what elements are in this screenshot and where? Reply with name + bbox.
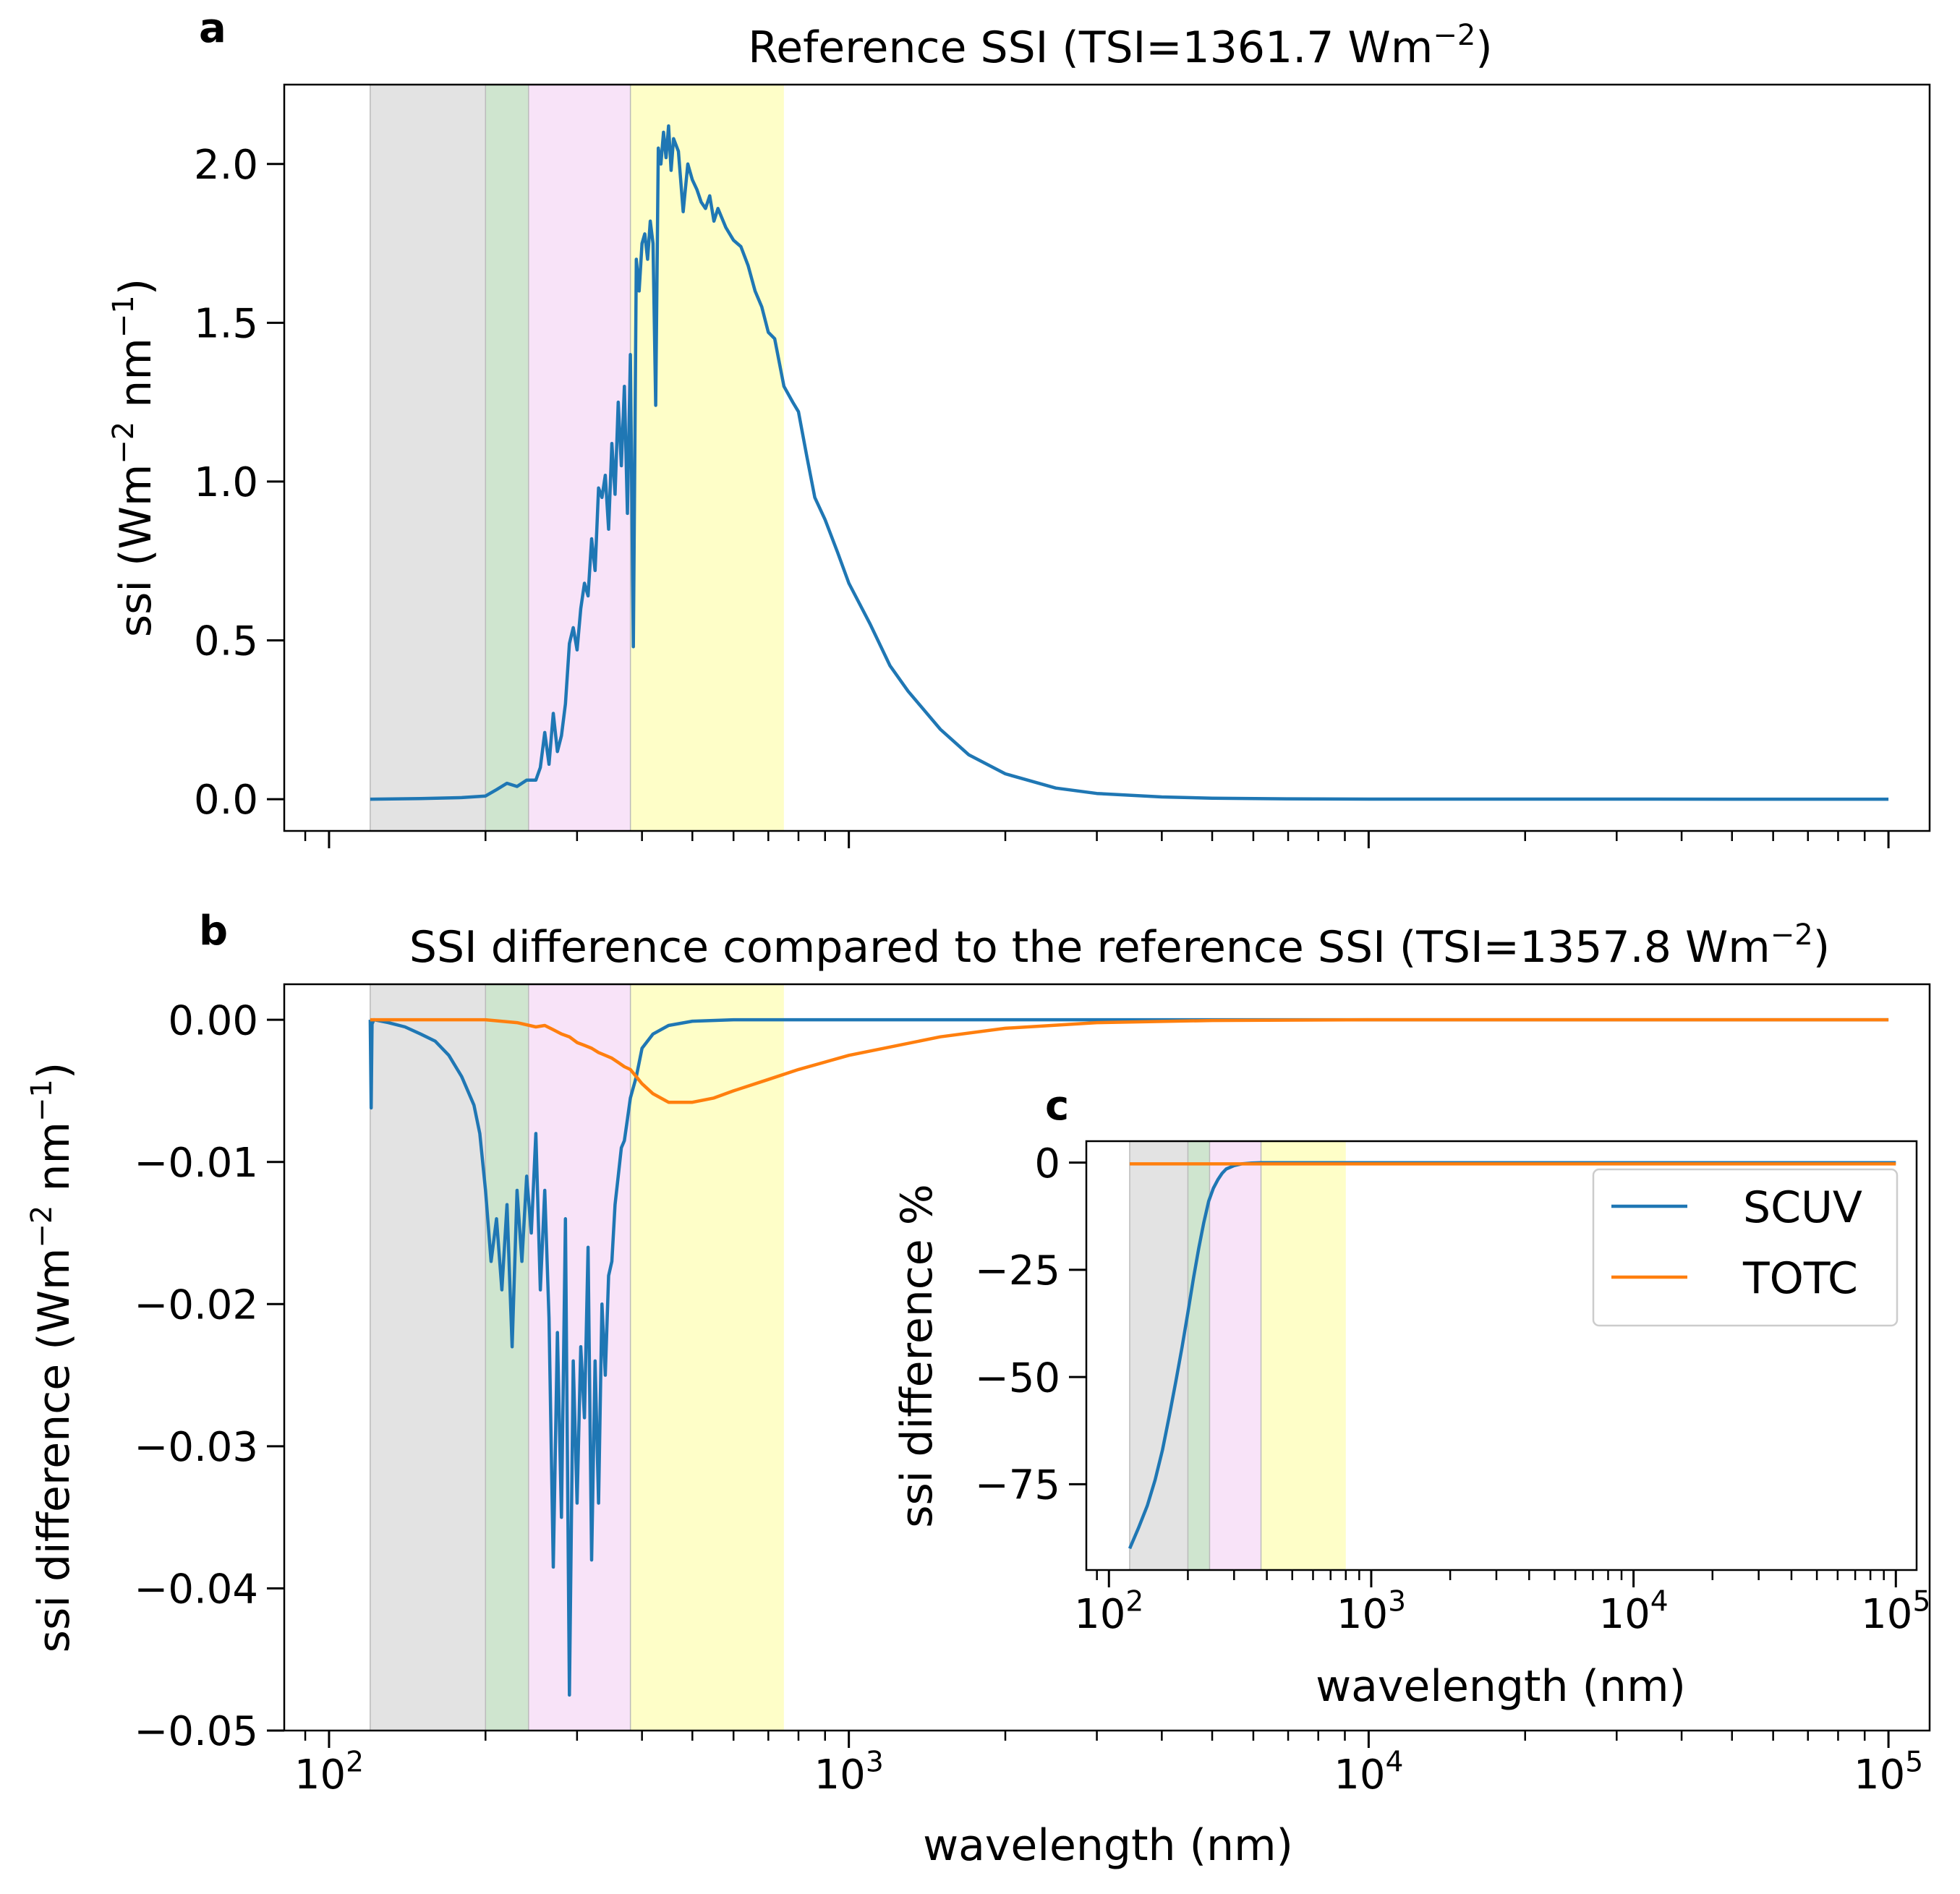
panel-b-y-tick-label: −0.01 (134, 1140, 258, 1187)
panel-b-y-tick-label: 0.00 (168, 997, 258, 1044)
panel-a-band-0 (370, 85, 486, 831)
panel-c-x-tick-label: 103 (1337, 1585, 1406, 1638)
panel-a-x-ticks (304, 831, 1890, 848)
panel-c-bands (1129, 1141, 1346, 1570)
panel-c-lines (1128, 1161, 1896, 1550)
panel-b-band-0 (370, 984, 486, 1731)
panel-a-letter: a (199, 5, 226, 52)
panel-c-legend: SCUV TOTC (1592, 1168, 1899, 1327)
panel-b-y-ticks: 0.00 −0.01 −0.02 −0.03 −0.04 −0.05 (134, 997, 284, 1755)
panel-b-series-totc-line (370, 1018, 1889, 1104)
panel-b-band-3 (630, 984, 784, 1731)
panel-b: 102 103 104 105 0.00 −0.01 −0.02 −0.03 −0.04 −0.… (25, 908, 1931, 1871)
panel-c-y-tick-label: −50 (975, 1355, 1060, 1402)
panel-a-frame (283, 83, 1931, 832)
panel-a-y-tick-label: 0.0 (194, 777, 258, 824)
panel-b-x-tick-label: 104 (1334, 1746, 1403, 1799)
panel-b-x-tick-label: 103 (814, 1746, 884, 1799)
panel-c-y-tick-label: −25 (975, 1247, 1060, 1294)
panel-b-y-tick-label: −0.04 (134, 1566, 258, 1613)
panel-c-x-ticks: 102 103 104 105 (1074, 1570, 1930, 1638)
panel-b-title: SSI difference compared to the reference… (409, 918, 1830, 973)
panel-b-y-tick-label: −0.02 (134, 1281, 258, 1328)
panel-a-y-tick-label: 1.0 (194, 459, 258, 506)
panel-a-band-1 (485, 85, 529, 831)
panel-c-letter: c (1045, 1083, 1069, 1130)
panel-a-lines (370, 124, 1889, 801)
panel-b-lines (368, 1018, 1889, 1697)
panel-c-inset: 102 103 104 105 0 −25 −50 −75 c ssi difference… (892, 1083, 1930, 1721)
panel-b-band-1 (485, 984, 529, 1731)
panel-b-series-scuv-line (368, 1018, 1889, 1697)
panel-c-band-3 (1261, 1141, 1346, 1570)
panel-b-y-axis-label: ssi difference (Wm−2 nm−1) (25, 1062, 80, 1653)
panel-c-band-2 (1209, 1141, 1261, 1570)
panel-b-y-tick-label: −0.03 (134, 1424, 258, 1471)
panel-b-bands (370, 984, 784, 1731)
panel-c-x-axis-label: wavelength (nm) (1316, 1661, 1686, 1712)
panel-c-y-axis-label: ssi difference % (892, 1184, 942, 1528)
legend-box (1592, 1168, 1899, 1327)
panel-b-x-tick-label: 105 (1854, 1746, 1923, 1799)
panel-b-frame (283, 983, 1931, 1732)
panel-a-y-tick-label: 2.0 (194, 142, 258, 189)
panel-a-series-0-line (370, 124, 1889, 801)
panel-a-y-axis-label: ssi (Wm−2 nm−1) (107, 278, 161, 637)
panel-a-band-3 (630, 85, 784, 831)
panel-c-y-ticks: 0 −25 −50 −75 (975, 1140, 1086, 1509)
panel-a-y-tick-label: 1.5 (194, 301, 258, 348)
legend-scuv-label: SCUV (1743, 1182, 1862, 1233)
panel-a: 0.0 0.5 1.0 1.5 2.0 a Reference SSI (TSI=136… (107, 5, 1931, 848)
panel-b-y-tick-label: −0.05 (134, 1708, 258, 1755)
panel-a-y-ticks: 0.0 0.5 1.0 1.5 2.0 (194, 142, 284, 824)
panel-c-x-tick-label: 102 (1074, 1585, 1143, 1638)
panel-b-letter: b (199, 908, 228, 955)
panel-c-y-tick-label: 0 (1034, 1140, 1060, 1187)
panel-b-x-ticks: 102 103 104 105 (294, 1731, 1923, 1799)
panel-b-x-axis-label: wavelength (nm) (923, 1820, 1293, 1871)
panel-c-y-tick-label: −75 (975, 1462, 1060, 1509)
panel-c-x-tick-label: 105 (1861, 1585, 1930, 1638)
panel-a-bands (370, 85, 784, 831)
panel-c-x-tick-label: 104 (1599, 1585, 1669, 1638)
panel-c-band-0 (1129, 1141, 1188, 1570)
panel-a-y-tick-label: 0.5 (194, 618, 258, 665)
panel-b-x-tick-label: 102 (294, 1746, 364, 1799)
legend-totc-label: TOTC (1742, 1253, 1858, 1304)
panel-a-title: Reference SSI (TSI=1361.7 Wm−2) (748, 19, 1492, 73)
panel-c-frame (1085, 1140, 1918, 1571)
